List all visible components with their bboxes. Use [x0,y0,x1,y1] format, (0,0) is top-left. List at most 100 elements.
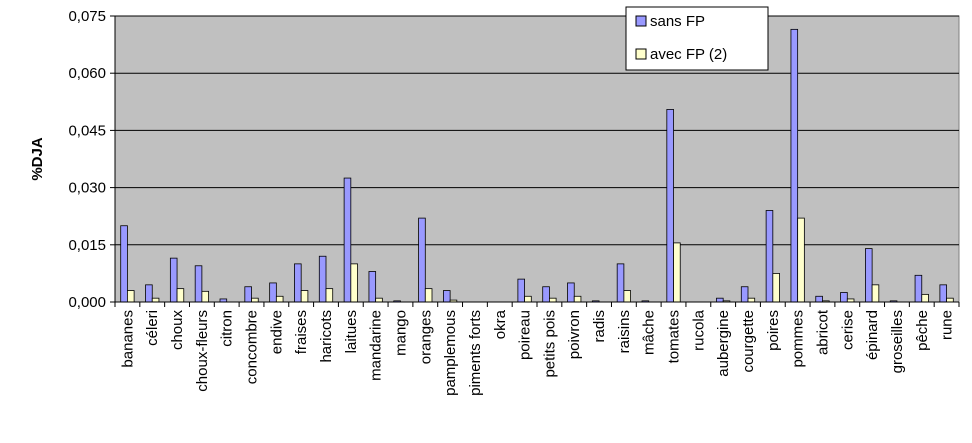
y-axis-title: %DJA [29,137,46,181]
bar-avec-fp [375,297,383,303]
bar-avec-fp [747,297,756,303]
axes [110,15,960,307]
bars [120,28,954,303]
x-tick-label: radis [591,310,608,343]
bar-avec-fp [201,290,209,303]
bar-sans-fp [740,286,749,303]
x-tick-label: cerise [839,310,856,350]
x-tick-labels: bananes céleri choux choux-fleurs citron conc… [119,309,955,396]
x-tick-label: mango [392,310,409,356]
y-tick-label: 0,000 [68,294,106,311]
bar-sans-fp [939,284,947,303]
bar-avec-fp [921,293,929,303]
bar-avec-fp [251,297,259,303]
bar-avec-fp [549,297,557,303]
legend-label-avec-fp: avec FP (2) [650,46,727,63]
y-tick-label: 0,045 [68,122,106,139]
bar-sans-fp [542,286,550,303]
x-tick-label: choux [169,310,186,351]
bar-sans-fp [840,292,848,303]
x-tick-label: pommes [790,310,807,368]
x-tick-label: piments forts [467,310,484,396]
x-tick-label: petits pois [541,310,558,378]
bar-avec-fp [300,290,309,303]
bar-sans-fp [343,177,352,303]
bar-avec-fp [127,290,135,303]
x-tick-label: rucola [690,309,707,351]
bar-sans-fp [914,274,923,303]
bar-sans-fp [815,295,823,303]
x-tick-label: citron [219,310,236,347]
bar-sans-fp [244,286,252,303]
bar-sans-fp [194,265,203,303]
y-tick-label: 0,060 [68,65,106,82]
bar-avec-fp [772,272,780,303]
bar-sans-fp [269,282,277,303]
x-tick-label: mâche [641,310,658,355]
x-tick-label: oranges [417,310,434,364]
x-tick-label: choux-fleurs [194,310,211,392]
bar-avec-fp [176,288,185,303]
legend-swatch-avec-fp [635,48,647,60]
bar-avec-fp [946,297,954,303]
bar-sans-fp [368,271,377,303]
bar-avec-fp [871,284,880,303]
x-tick-label: laitues [343,310,360,353]
bar-sans-fp [567,282,575,303]
bar-sans-fp [169,257,178,303]
bar-sans-fp [294,263,302,303]
plot-area [114,15,960,303]
bar-sans-fp [666,109,674,303]
y-tick-label: 0,075 [68,8,106,25]
bar-avec-fp [573,295,582,303]
x-tick-label: okra [492,309,509,339]
x-tick-label: pamplemous [442,310,459,396]
bar-avec-fp [275,295,284,303]
x-tick-label: poireau [517,310,534,360]
x-tick-label: aubergine [715,310,732,377]
bar-avec-fp [797,217,805,303]
bar-sans-fp [517,278,525,303]
bar-avec-fp [524,295,532,303]
legend-label-sans-fp: sans FP [650,13,705,30]
legend-swatch-sans-fp [635,15,647,27]
x-tick-label: abricot [814,309,831,355]
bar-sans-fp [765,210,774,303]
bar-avec-fp [325,288,334,303]
bar-avec-fp [350,263,358,303]
x-tick-label: épinard [864,310,881,360]
bar-sans-fp [145,284,153,303]
x-tick-label: endive [268,310,285,354]
bar-avec-fp [151,297,160,303]
y-tick-label: 0,030 [68,180,106,197]
x-tick-label: courgette [740,310,757,373]
y-tick-label: 0,015 [68,237,106,254]
x-tick-label: pêche [914,310,931,351]
legend: sans FP avec FP (2) [625,6,769,71]
bar-sans-fp [790,28,799,303]
x-tick-label: haricots [318,310,335,363]
x-tick-label: mandarine [368,310,385,381]
bar-avec-fp [424,288,433,303]
x-tick-label: groseilles [889,310,906,373]
x-tick-label: raisins [616,310,633,353]
y-tick-labels: 0,000 0,015 0,030 0,045 0,060 0,075 [68,8,106,311]
bar-avec-fp [623,290,631,303]
x-tick-label: fraises [293,310,310,354]
x-tick-label: poires [765,310,782,351]
bar-sans-fp [716,297,724,303]
bar-sans-fp [616,263,625,303]
x-tick-label: bananes [119,310,136,368]
x-tick-label: concombre [244,310,261,384]
bar-avec-fp [673,242,681,303]
x-tick-label: tomates [666,310,683,363]
gridlines [115,15,959,246]
bar-sans-fp [443,290,451,303]
legend-box [625,6,769,71]
bar-sans-fp [318,255,327,303]
x-tick-label: rune [939,310,956,340]
x-tick-label: poivron [566,310,583,359]
bar-sans-fp [418,217,426,303]
x-tick-label: céleri [144,310,161,346]
